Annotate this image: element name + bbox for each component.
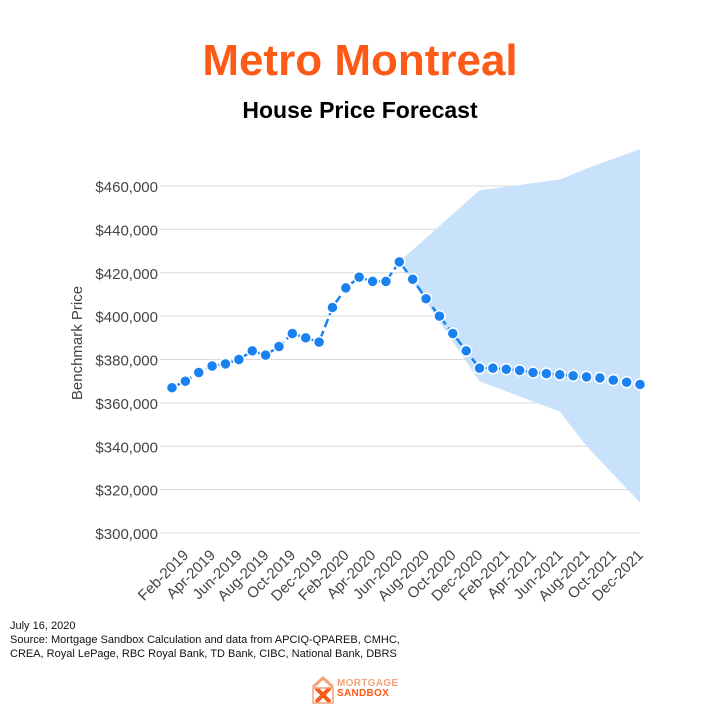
y-axis-ticks: $300,000 $320,000 $340,000 $360,000 $380,000… <box>95 179 158 543</box>
mortgage-sandbox-logo: MORTGAGE SANDBOX <box>311 671 421 707</box>
logo-line2: SANDBOX <box>337 688 390 699</box>
y-tick-label: $360,000 <box>95 396 158 413</box>
y-tick-label: $400,000 <box>95 309 158 326</box>
data-point <box>179 374 192 388</box>
forecast-band <box>399 149 640 503</box>
footer-date: July 16, 2020 <box>10 620 76 632</box>
data-point <box>232 353 246 366</box>
y-tick-label: $440,000 <box>95 222 158 239</box>
chart-subtitle: House Price Forecast <box>242 97 478 123</box>
data-point <box>633 378 647 391</box>
price-points-layer <box>165 255 647 394</box>
forecast-band-layer <box>399 149 640 503</box>
footer: July 16, 2020 Source: Mortgage Sandbox C… <box>10 619 400 661</box>
data-point <box>580 370 593 384</box>
data-point <box>433 309 446 323</box>
x-axis-ticks: Feb-2019Apr-2019Jun-2019Aug-2019Oct-2019… <box>135 547 647 605</box>
data-point <box>366 275 379 288</box>
data-point <box>192 366 205 379</box>
data-point <box>379 275 393 288</box>
data-point <box>513 364 526 377</box>
data-point <box>299 331 312 345</box>
data-point <box>620 376 633 389</box>
data-point <box>553 368 567 381</box>
data-point <box>286 327 299 340</box>
data-point <box>593 371 607 385</box>
y-tick-label: $460,000 <box>95 179 158 196</box>
data-point <box>205 359 219 373</box>
y-tick-label: $300,000 <box>95 526 158 543</box>
data-point <box>419 292 433 306</box>
data-point <box>500 363 513 376</box>
data-point <box>459 344 473 358</box>
data-point <box>446 327 460 340</box>
y-axis-label: Benchmark Price <box>69 286 86 400</box>
chart-title: Metro Montreal <box>202 36 518 85</box>
data-point <box>339 281 353 295</box>
data-point <box>312 335 326 349</box>
data-point <box>540 367 553 380</box>
y-tick-label: $340,000 <box>95 439 158 456</box>
data-point <box>566 369 580 383</box>
data-point <box>526 366 540 379</box>
house-x-logo-icon <box>311 675 335 704</box>
y-tick-label: $380,000 <box>95 353 158 370</box>
data-point <box>393 255 406 269</box>
logo-text: MORTGAGE SANDBOX <box>337 679 398 699</box>
logo-line1: MORTGAGE <box>337 678 399 689</box>
y-tick-label: $420,000 <box>95 266 158 283</box>
data-point <box>326 301 339 314</box>
data-point <box>272 340 286 353</box>
data-point <box>219 357 232 371</box>
footer-source-line1: Source: Mortgage Sandbox Calculation and… <box>10 634 400 646</box>
data-point <box>259 348 272 362</box>
data-point <box>473 361 486 375</box>
data-point <box>165 381 179 394</box>
footer-source-line2: CREA, Royal LePage, RBC Royal Bank, TD B… <box>10 648 397 660</box>
y-tick-label: $320,000 <box>95 483 158 500</box>
data-point <box>486 361 500 375</box>
data-point <box>352 270 366 284</box>
data-point <box>245 344 259 358</box>
data-point <box>607 373 620 387</box>
data-point <box>406 273 419 286</box>
